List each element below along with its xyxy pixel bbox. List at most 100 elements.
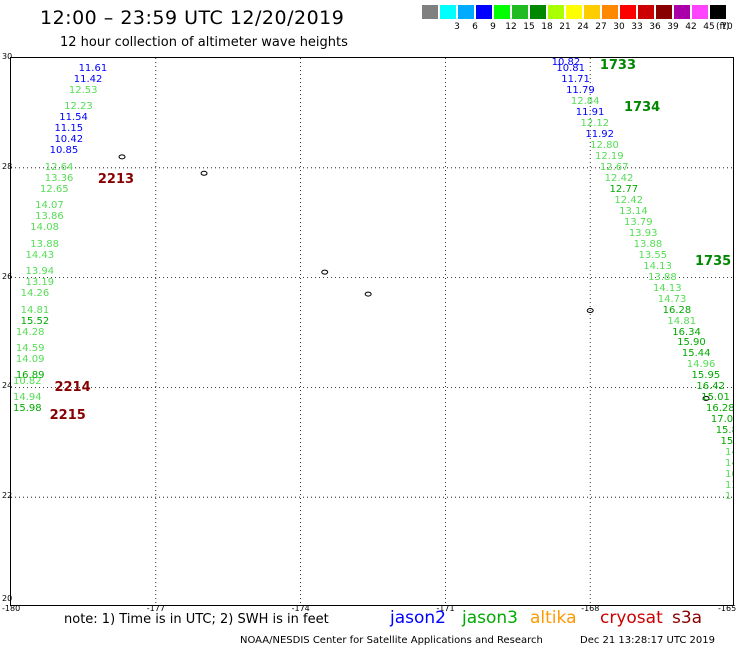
wave-height-label: 13.93 xyxy=(628,227,658,239)
wave-height-label: 14.13 xyxy=(652,282,682,294)
legend-swatch xyxy=(422,5,438,19)
wave-height-label: 10.85 xyxy=(49,145,79,157)
wave-height-label: 11.15 xyxy=(54,123,84,135)
legend-swatch xyxy=(530,5,546,19)
wave-height-label: 14.09 xyxy=(15,353,45,365)
wave-height-label: 13.14 xyxy=(619,205,648,217)
wave-height-label: 11.54 xyxy=(59,112,88,124)
wave-height-label: 12.77 xyxy=(609,183,639,195)
legend-label: 36 xyxy=(649,22,661,32)
y-tick-label: 26 xyxy=(2,271,13,281)
wave-height-label: 15.95 xyxy=(691,370,721,382)
wave-height-label: 13.19 xyxy=(25,277,55,289)
x-tick-label: -165 xyxy=(718,604,737,613)
wave-height-label: 14.43 xyxy=(25,249,55,261)
legend-swatch xyxy=(620,5,636,19)
wave-height-label: 12.12 xyxy=(580,117,610,129)
map-frame[interactable]: 11.61 11.42 12.53 12.23 11.54 11.15 10.42 10.85… xyxy=(10,57,734,606)
pass-label: 1735 xyxy=(695,254,732,270)
legend-label: 6 xyxy=(472,22,478,32)
wave-height-label: 14.94 xyxy=(13,392,42,404)
page-title: 12:00 – 23:59 UTC 12/20/2019 xyxy=(40,7,345,29)
legend-swatch xyxy=(692,5,708,19)
wave-height-label: 14.28 xyxy=(15,326,45,338)
page-subtitle: 12 hour collection of altimeter wave hei… xyxy=(60,35,348,50)
wave-height-label: 12.23 xyxy=(64,101,93,113)
wave-height-label: 16.28 xyxy=(706,403,734,415)
wave-height-label: 13.36 xyxy=(44,172,74,184)
pass-label: 2215 xyxy=(49,407,86,423)
wave-height-label: 14.13 xyxy=(643,260,672,272)
legend-swatch xyxy=(656,5,672,19)
wave-height-label: 11.92 xyxy=(585,128,614,140)
island-outline xyxy=(364,291,372,297)
wave-height-label: 16.28 xyxy=(662,304,692,316)
wave-height-label: 16.34 xyxy=(672,326,701,338)
x-tick-label: -174 xyxy=(291,604,310,613)
legend-swatch xyxy=(476,5,492,19)
x-tick-label: -171 xyxy=(436,604,455,613)
y-tick-label: 24 xyxy=(2,381,13,391)
wave-height-label: 12.84 xyxy=(570,95,600,107)
pass-label: 1734 xyxy=(623,100,661,116)
legend-label: 21 xyxy=(559,22,571,32)
wave-height-label: 13.88 xyxy=(648,271,677,283)
wave-height-label: 13.79 xyxy=(623,216,653,228)
legend-unit: (ft) xyxy=(716,22,730,32)
wave-height-label: 12.65 xyxy=(39,183,69,195)
island-outline xyxy=(321,269,329,275)
wave-height-label: 1 xyxy=(725,491,732,503)
wave-height-label: 10.81 xyxy=(556,62,586,74)
wave-height-label: 13.88 xyxy=(30,238,59,250)
wave-height-label: 15.52 xyxy=(20,315,50,327)
pass-label: 2213 xyxy=(97,171,135,187)
legend-swatch xyxy=(440,5,456,19)
legend-label: 27 xyxy=(595,22,607,32)
wave-height-label: 12.42 xyxy=(614,194,643,206)
y-tick-label: 22 xyxy=(2,491,13,501)
wave-height-label: 15.01 xyxy=(701,392,730,404)
legend-label: 18 xyxy=(541,22,553,32)
wave-height-label: 11.42 xyxy=(73,73,103,85)
pass-label: 2214 xyxy=(54,380,91,396)
map-canvas xyxy=(11,58,733,605)
wave-height-label: 10.82 xyxy=(551,57,581,68)
wave-height-label: 14.81 xyxy=(667,315,697,327)
legend-swatch xyxy=(602,5,618,19)
wave-height-label: 12.64 xyxy=(44,161,74,173)
island-outline xyxy=(586,308,594,314)
legend-swatch xyxy=(512,5,528,19)
pass-label: 1733 xyxy=(599,58,637,73)
x-tick-label: -168 xyxy=(581,604,600,613)
generated-timestamp: Dec 21 13:28:17 UTC 2019 xyxy=(580,635,715,646)
legend-swatch xyxy=(710,5,726,19)
credit-text: NOAA/NESDIS Center for Satellite Applica… xyxy=(240,635,543,646)
legend-label: 9 xyxy=(490,22,496,32)
wave-height-label: 12.53 xyxy=(68,84,98,96)
wave-height-label: 15.98 xyxy=(13,403,42,415)
legend-swatch xyxy=(548,5,564,19)
legend-label: 3 xyxy=(454,22,460,32)
wave-height-label: 13.88 xyxy=(633,238,663,250)
wave-height-label: 14.81 xyxy=(20,304,50,316)
wave-height-label: 13 xyxy=(725,480,733,492)
wave-height-label: 13.94 xyxy=(25,266,55,278)
legend-label: 33 xyxy=(631,22,643,32)
x-tick-label: -180 xyxy=(2,604,21,613)
y-tick-label: 20 xyxy=(2,594,13,603)
wave-height-label: 16.89 xyxy=(15,370,45,382)
wave-height-label: 14.26 xyxy=(20,288,50,300)
legend-label: 70 xyxy=(721,22,733,32)
wave-height-label: 13.55 xyxy=(638,249,668,261)
wave-height-label: 16.42 xyxy=(696,381,726,393)
wave-height-label: 14.86 xyxy=(725,447,733,459)
wave-height-label: 15.44 xyxy=(681,348,711,360)
legend-swatch xyxy=(674,5,690,19)
wave-height-label: 14.96 xyxy=(686,359,716,371)
y-tick-label: 28 xyxy=(2,161,13,171)
wave-height-label: 17.09 xyxy=(710,414,734,426)
satellite-jason2: jason2 xyxy=(390,608,446,628)
wave-height-label: 16 xyxy=(725,469,733,481)
wave-height-label: 14.08 xyxy=(30,222,59,234)
